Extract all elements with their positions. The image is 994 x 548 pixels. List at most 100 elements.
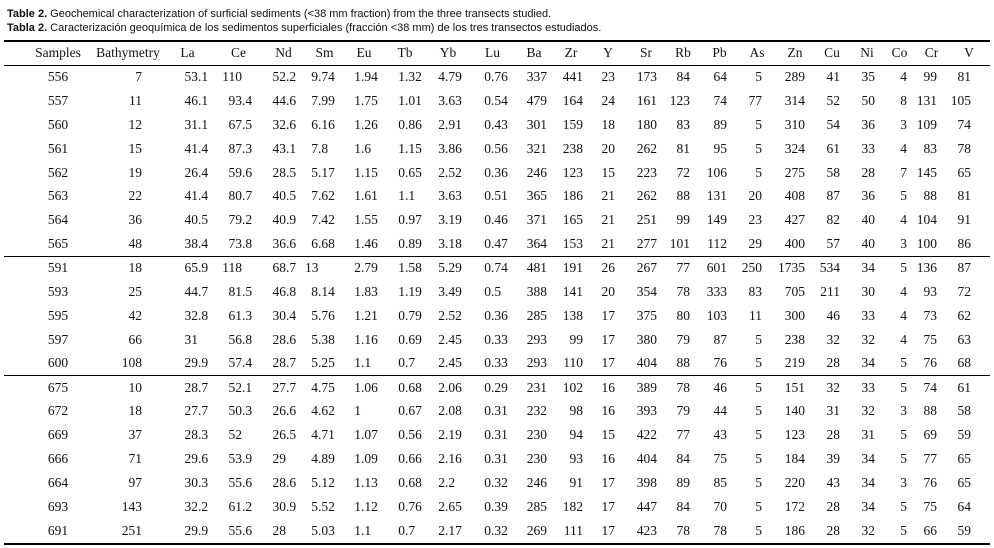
table-cell: 32	[826, 331, 841, 347]
table-cell: 186	[562, 188, 583, 204]
table-cell: 18	[128, 403, 143, 419]
table-cell: 0.5	[470, 280, 515, 304]
row-spacer	[4, 232, 20, 256]
table-cell: 72	[957, 283, 972, 299]
decimal-value: 2.79	[344, 260, 381, 276]
cell-int-part: 36	[272, 235, 287, 251]
cell-int-part: 5	[311, 164, 318, 180]
decimal-value: 26.5	[262, 427, 299, 443]
table-cell: 7	[135, 69, 142, 85]
cell-frac-part: .19	[405, 283, 422, 299]
cell-int-part: 0	[398, 116, 405, 132]
decimal-value: 0.47	[470, 236, 511, 252]
row-spacer	[4, 113, 20, 137]
cell-frac-part: .52	[318, 498, 335, 514]
table-cell: 93.4	[215, 89, 262, 113]
table-cell: 108	[121, 355, 142, 371]
cell-int-part: 0	[484, 379, 491, 395]
table-cell: 172	[784, 498, 805, 514]
decimal-value: 2.16	[426, 451, 465, 467]
cell-frac-part: .6	[286, 92, 297, 108]
table-cell: 4	[900, 307, 907, 323]
table-cell: 74	[713, 92, 728, 108]
table-cell: 32.2	[160, 495, 215, 519]
decimal-value: 0.76	[384, 499, 425, 515]
table-cell: 131	[916, 92, 937, 108]
table-cell: 48	[128, 235, 143, 251]
table-cell: 99	[923, 69, 938, 85]
decimal-value: 1.1	[384, 188, 425, 204]
table-cell: 5	[755, 403, 762, 419]
table-cell: 9.74	[305, 65, 344, 89]
geochem-table: Samples Bathymetry La Ce Nd Sm Eu Tb Yb Lu Ba Zr Y Sr…	[4, 42, 990, 543]
table-cell: 78	[713, 522, 728, 538]
table-row: 669 37 28.3 52 26.5 4.71 1.07 0.56 2.19 0.31 230 94…	[4, 423, 990, 447]
cell-frac-part: .3	[242, 140, 253, 156]
decimal-value: 80.7	[215, 188, 255, 204]
table-cell: 32	[861, 331, 876, 347]
cell-frac-part: .7	[242, 188, 253, 204]
cell-frac-part: .4	[198, 235, 209, 251]
cell-frac-part: .7	[286, 260, 297, 276]
cell-int-part: 56	[228, 331, 243, 347]
column-header-sr: Sr	[627, 42, 665, 66]
decimal-value: 0.7	[384, 523, 425, 539]
table-cell: 2.19	[426, 423, 470, 447]
table-cell: 28	[826, 522, 841, 538]
cell-int-part: 2	[354, 260, 361, 276]
cell-int-part: 1	[354, 451, 361, 467]
cell-int-part: 1	[354, 283, 361, 299]
decimal-value: 0.54	[470, 93, 511, 109]
cell-int-part: 80	[228, 188, 243, 204]
cell-frac-part: .9	[242, 451, 253, 467]
table-cell: 66	[128, 331, 143, 347]
cell-int-part: 3	[438, 212, 445, 228]
table-cell: 79	[676, 331, 691, 347]
decimal-value: 0.65	[384, 165, 425, 181]
cell-frac-part: .12	[361, 498, 378, 514]
cell-frac-part: .2	[242, 212, 253, 228]
table-cell: 21	[601, 188, 616, 204]
table-cell: 76	[923, 475, 938, 491]
table-cell: 0.32	[470, 471, 515, 495]
decimal-value: 0.79	[384, 308, 425, 324]
table-caption-en: Table 2. Geochemical characterization of …	[7, 7, 994, 21]
table-cell: 5	[755, 69, 762, 85]
cell-int-part: 68	[272, 260, 287, 276]
cell-int-part: 4	[438, 69, 445, 85]
cell-int-part: 5	[311, 331, 318, 347]
decimal-value: 5.29	[426, 260, 465, 276]
table-cell: 5	[900, 498, 907, 514]
cell-frac-part: .5	[198, 212, 209, 228]
cell-int-part: 30	[272, 307, 287, 323]
table-cell: 52.1	[215, 375, 262, 400]
table-cell: 84	[676, 451, 691, 467]
table-cell: 666	[47, 451, 69, 467]
table-cell: 56.8	[215, 328, 262, 352]
table-cell: 20	[601, 140, 616, 156]
cell-frac-part: .6	[198, 451, 209, 467]
table-cell: 123	[669, 92, 690, 108]
table-cell: 32.8	[160, 304, 215, 328]
decimal-value: 0.69	[384, 332, 425, 348]
cell-int-part: 2	[438, 116, 445, 132]
cell-int-part: 0	[484, 403, 491, 419]
decimal-value: 0.33	[470, 355, 511, 371]
table-cell: 7.62	[305, 184, 344, 208]
column-header-co: Co	[884, 42, 915, 66]
table-cell: 1.15	[344, 161, 384, 185]
cell-int-part: 40	[272, 212, 287, 228]
decimal-value: 57.4	[215, 355, 255, 371]
table-cell: 4	[900, 212, 907, 228]
cell-int-part: 41	[184, 140, 199, 156]
decimal-value: 2.52	[426, 165, 465, 181]
table-cell: 84	[676, 69, 691, 85]
table-cell: 2.16	[426, 447, 470, 471]
cell-int-part: 1	[354, 379, 361, 395]
table-row: 691 251 29.9 55.6 28 5.03 1.1 0.7 2.17 0.32 269 111…	[4, 519, 990, 543]
table-cell: 83	[923, 140, 938, 156]
decimal-value: 4.62	[305, 403, 338, 419]
column-header-tb: Tb	[384, 42, 426, 66]
cell-int-part: 2	[438, 164, 445, 180]
cell-frac-part: .9	[198, 355, 209, 371]
